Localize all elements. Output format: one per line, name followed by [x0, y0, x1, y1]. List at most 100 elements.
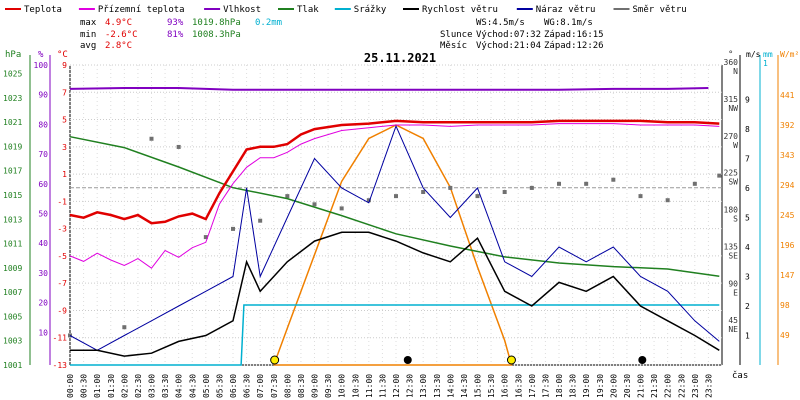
y-tick-wind: 9	[745, 96, 750, 105]
y-tick-direction-deg: 360	[724, 58, 739, 67]
y-tick-wind: 5	[745, 214, 750, 223]
x-tick-label: 14:30	[460, 374, 469, 398]
moonset-marker	[403, 356, 412, 364]
y-tick-pressure: 1017	[3, 167, 22, 176]
y-tick-humidity: 40	[38, 239, 48, 248]
y-tick-radiation: 147	[780, 271, 795, 280]
chart-title: 25.11.2021	[364, 51, 436, 65]
y-tick-pressure: 1023	[3, 94, 22, 103]
sunset-marker	[506, 355, 516, 365]
wind-direction-point	[611, 177, 616, 182]
stat-avg-temp: 2.8°C	[105, 41, 132, 51]
y-tick-temperature: -13	[53, 361, 68, 370]
stat-min-press: 1008.3hPa	[192, 30, 241, 40]
wind-direction-point	[149, 136, 154, 141]
sunrise-marker	[270, 355, 280, 365]
y-tick-temperature: 7	[62, 88, 67, 97]
y-tick-direction-name: S	[733, 215, 738, 224]
legend-label-prizemni: Přízemní teplota	[98, 5, 185, 15]
wind-direction-point	[584, 181, 589, 186]
y-tick-wind: 8	[745, 125, 750, 134]
x-tick-label: 07:30	[270, 374, 279, 398]
y-tick-radiation: 245	[780, 211, 795, 220]
y-tick-temperature: -5	[57, 252, 67, 261]
x-tick-label: 20:30	[623, 374, 632, 398]
x-tick-label: 20:00	[609, 374, 618, 398]
y-tick-direction-name: SW	[728, 178, 738, 187]
wind-direction-point	[231, 226, 235, 231]
x-tick-label: 18:30	[569, 374, 578, 398]
wind-direction-point	[285, 194, 290, 199]
wind-direction-point	[68, 333, 72, 338]
y-tick-temperature: -1	[57, 197, 67, 206]
y-tick-radiation: 49	[780, 331, 790, 340]
x-tick-label: 19:00	[582, 374, 591, 398]
y-tick-pressure: 1015	[3, 191, 22, 200]
unit-ms: m/s	[746, 50, 761, 59]
wind-direction-point	[203, 235, 208, 240]
x-tick-label: 15:00	[474, 374, 483, 398]
y-tick-temperature: -3	[57, 225, 67, 234]
ground-temperature-line	[69, 123, 720, 269]
legend-label-smer: Směr větru	[633, 5, 687, 15]
x-tick-label: 17:30	[541, 374, 550, 398]
legend-label-teplota: Teplota	[24, 5, 62, 15]
wind-speed-line	[70, 231, 720, 357]
x-tick-label: 17:00	[528, 374, 537, 398]
wind-direction-point	[312, 202, 317, 207]
y-tick-wind: 2	[745, 302, 750, 311]
x-tick-label: 11:30	[378, 374, 387, 398]
x-tick-label: 02:00	[120, 374, 129, 398]
x-tick-label: 06:30	[243, 374, 252, 398]
x-tick-label: 21:00	[637, 374, 646, 398]
stat-max-press: 1019.8hPa	[192, 18, 241, 28]
humidity-line	[69, 87, 709, 91]
wind-gust-line	[69, 124, 720, 351]
wind-direction-point	[502, 190, 507, 195]
stat-min-label: min	[80, 30, 96, 40]
unit-hpa: hPa	[5, 50, 21, 60]
x-tick-label: 23:00	[691, 374, 700, 398]
wind-direction-point	[366, 198, 371, 203]
x-tick-label: 05:30	[215, 374, 224, 398]
wind-direction-point	[529, 185, 534, 190]
x-tick-label: 04:00	[175, 374, 184, 398]
stat-max-label: max	[80, 18, 97, 28]
y-tick-pressure: 1019	[3, 142, 22, 151]
y-tick-radiation: 392	[780, 121, 795, 130]
stat-avg-label: avg	[80, 41, 96, 51]
x-tick-label: 22:00	[664, 374, 673, 398]
unit-mm: mm	[763, 50, 773, 59]
wind-direction-point	[258, 218, 263, 223]
legend-label-tlak: Tlak	[297, 5, 319, 15]
y-tick-pressure: 1003	[3, 337, 22, 346]
y-tick-humidity: 60	[38, 180, 48, 189]
y-tick-direction-name: NE	[728, 325, 738, 334]
y-tick-humidity: 10	[38, 328, 48, 337]
x-tick-label: 09:00	[311, 374, 320, 398]
wind-direction-point	[692, 181, 697, 186]
wind-direction-point	[448, 185, 453, 190]
x-tick-label: 04:30	[188, 374, 197, 398]
y-tick-humidity: 30	[38, 269, 48, 278]
y-tick-wind: 4	[745, 243, 750, 252]
y-tick-direction-name: W	[733, 141, 738, 150]
y-tick-wind: 1	[745, 332, 750, 341]
wind-direction-point	[122, 325, 127, 330]
y-tick-radiation: 196	[780, 241, 795, 250]
info-ws: WS:4.5m/s	[476, 18, 525, 28]
unit-deg: °	[728, 50, 733, 60]
y-tick-direction-deg: 135	[724, 242, 739, 251]
y-tick-direction-deg: 45	[728, 316, 738, 325]
x-tick-label: 03:30	[161, 374, 170, 398]
x-tick-label: 00:00	[66, 374, 75, 398]
x-tick-label: 08:30	[297, 374, 306, 398]
unit-wm2: W/m²	[780, 50, 799, 59]
y-tick-temperature: 3	[62, 143, 67, 152]
y-tick-direction-name: NW	[728, 104, 738, 113]
y-tick-pressure: 1007	[3, 288, 22, 297]
y-tick-pressure: 1013	[3, 215, 22, 224]
y-tick-temperature: 1	[62, 170, 67, 179]
y-tick-temperature: -7	[57, 279, 67, 288]
y-tick-temperature: -11	[53, 334, 68, 343]
